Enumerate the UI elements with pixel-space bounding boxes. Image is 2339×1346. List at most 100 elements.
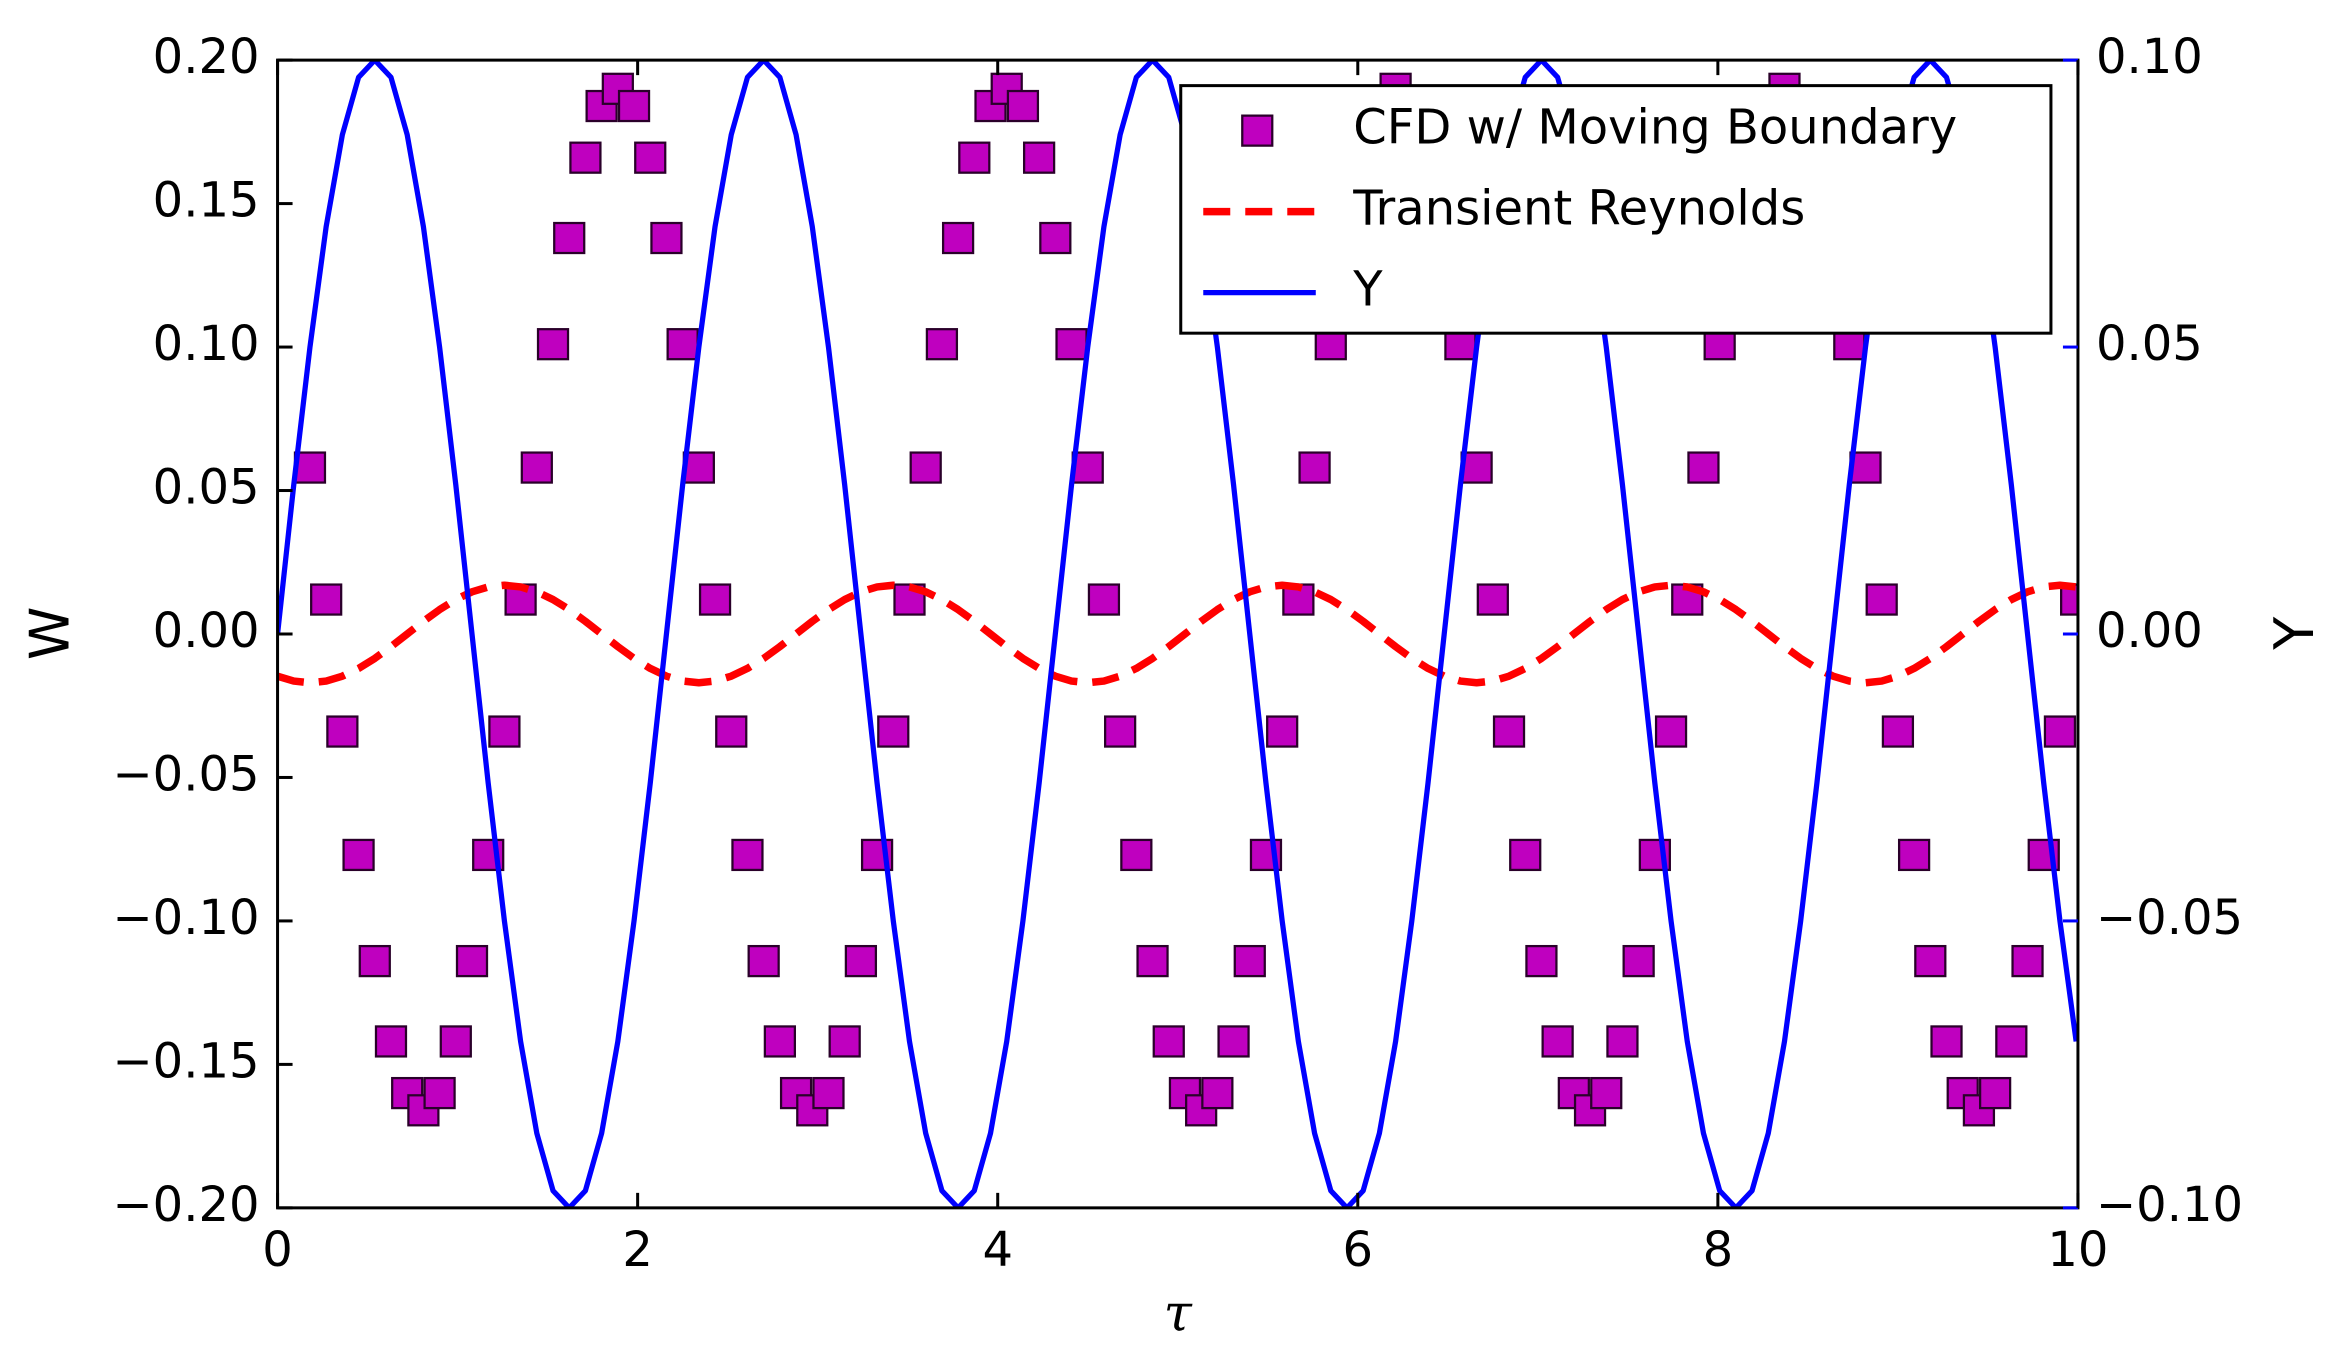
data-marker xyxy=(682,451,715,484)
data-marker xyxy=(1120,838,1153,872)
data-marker xyxy=(423,1076,456,1110)
data-marker xyxy=(1687,451,1720,484)
data-marker xyxy=(1039,221,1072,255)
data-marker xyxy=(1022,141,1056,174)
x-tick-label: 6 xyxy=(1343,1222,1374,1278)
data-marker xyxy=(1978,1076,2012,1110)
data-marker xyxy=(1152,1025,1185,1058)
data-marker xyxy=(1590,1076,1623,1110)
data-marker xyxy=(958,141,991,174)
y-tick-label: 0.20 xyxy=(153,29,260,85)
data-marker xyxy=(666,328,699,361)
data-marker xyxy=(1104,715,1137,748)
data-marker xyxy=(2060,583,2078,616)
data-marker xyxy=(520,451,553,484)
data-marker xyxy=(1492,715,1526,748)
data-marker xyxy=(569,141,602,174)
x-tick-label: 8 xyxy=(1703,1222,1734,1278)
y-tick-label: 0.00 xyxy=(153,603,260,659)
data-marker xyxy=(715,715,748,748)
data-marker xyxy=(536,328,570,361)
x-tick-label: 0 xyxy=(262,1222,293,1278)
data-marker xyxy=(1087,583,1121,616)
data-marker xyxy=(1055,328,1088,361)
x-tick-label: 4 xyxy=(982,1222,1013,1278)
series-line xyxy=(277,60,2078,1208)
data-marker xyxy=(844,944,878,978)
y2-tick-label: 0.00 xyxy=(2096,603,2203,659)
data-marker xyxy=(553,221,586,255)
data-marker xyxy=(1897,838,1931,872)
data-marker xyxy=(812,1076,845,1110)
data-marker xyxy=(1525,944,1558,978)
legend-box xyxy=(1179,84,2053,335)
data-marker xyxy=(1006,89,1040,123)
legend-marker xyxy=(1241,114,1274,147)
data-marker xyxy=(1622,944,1655,978)
data-marker xyxy=(326,715,359,748)
data-marker xyxy=(877,715,910,748)
data-marker xyxy=(617,89,651,123)
y2-tick-label: −0.10 xyxy=(2096,1177,2243,1233)
legend-label: CFD w/ Moving Boundary xyxy=(1353,100,1957,156)
data-marker xyxy=(358,944,391,978)
data-marker xyxy=(1201,1076,1234,1110)
data-marker xyxy=(941,221,975,255)
legend-label: Transient Reynolds xyxy=(1352,181,1805,237)
data-marker xyxy=(2043,715,2077,748)
data-marker xyxy=(650,221,683,255)
data-marker xyxy=(1217,1025,1250,1058)
data-marker xyxy=(1881,715,1915,748)
data-marker xyxy=(1865,583,1898,616)
data-marker xyxy=(342,838,375,872)
data-marker xyxy=(1914,944,1947,978)
y-tick-label: 0.05 xyxy=(153,460,260,516)
data-marker xyxy=(374,1025,408,1058)
y-tick-label: −0.05 xyxy=(112,746,259,802)
data-marker xyxy=(1509,838,1542,872)
data-marker xyxy=(1136,944,1169,978)
data-marker xyxy=(455,944,489,978)
data-marker xyxy=(1476,583,1509,616)
data-marker xyxy=(1233,944,1266,978)
data-marker xyxy=(925,328,959,361)
data-marker xyxy=(1541,1025,1574,1058)
data-marker xyxy=(1930,1025,1963,1058)
data-marker xyxy=(634,141,667,174)
data-marker xyxy=(828,1025,861,1058)
y-tick-label: −0.15 xyxy=(112,1033,259,1089)
data-marker xyxy=(1298,451,1331,484)
data-marker xyxy=(488,715,521,748)
data-marker xyxy=(1606,1025,1639,1058)
x-axis-label: τ xyxy=(1164,1284,1193,1343)
data-marker xyxy=(1460,451,1493,484)
data-marker xyxy=(439,1025,472,1058)
y-tick-label: −0.20 xyxy=(112,1177,259,1233)
data-marker xyxy=(1573,1094,1607,1127)
data-marker xyxy=(698,583,732,616)
data-marker xyxy=(585,89,618,123)
data-marker xyxy=(747,944,780,978)
y2-tick-label: 0.05 xyxy=(2096,316,2203,372)
x-tick-label: 2 xyxy=(622,1222,653,1278)
data-marker xyxy=(310,583,343,616)
data-marker xyxy=(763,1025,796,1058)
y2-axis-label: Y xyxy=(2263,616,2326,651)
y2-tick-label: −0.05 xyxy=(2096,890,2243,946)
series-line xyxy=(277,581,2077,687)
data-marker xyxy=(731,838,764,872)
y2-tick-label: 0.10 xyxy=(2096,29,2203,85)
data-marker xyxy=(1654,715,1688,748)
data-marker xyxy=(909,451,942,484)
y-tick-label: 0.15 xyxy=(153,173,260,229)
data-marker xyxy=(1995,1025,2028,1058)
data-marker xyxy=(1266,715,1299,748)
data-marker xyxy=(2011,944,2044,978)
y-axis-label: W xyxy=(19,607,82,660)
legend-label: Y xyxy=(1352,262,1383,318)
y-tick-label: −0.10 xyxy=(112,890,259,946)
x-tick-label: 10 xyxy=(2047,1222,2108,1278)
y-tick-label: 0.10 xyxy=(153,316,260,372)
